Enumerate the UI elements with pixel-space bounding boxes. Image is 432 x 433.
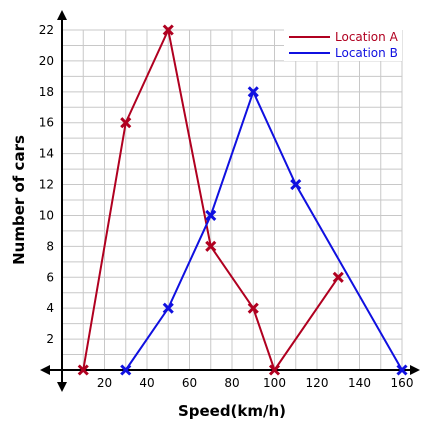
legend-label: Location A — [335, 30, 399, 44]
tick-labels: 20 40 60 80 100 120 140 160 2 4 6 8 10 12 14 16 18 20 22 — [39, 23, 414, 390]
marker-stroke — [247, 302, 259, 314]
marker-stroke — [120, 117, 132, 129]
data-point-marker — [162, 24, 174, 36]
series — [77, 24, 408, 376]
data-point-marker — [77, 364, 89, 376]
y-tick-label: 14 — [39, 147, 54, 161]
y-tick-label: 12 — [39, 178, 54, 192]
data-point-marker — [290, 178, 302, 191]
axes — [40, 10, 420, 392]
data-point-marker — [268, 364, 281, 376]
marker-stroke — [205, 209, 217, 222]
legend-label: Location B — [335, 46, 398, 60]
y-tick-label: 18 — [39, 85, 54, 99]
x-tick-label: 140 — [348, 376, 371, 390]
y-tick-label: 22 — [39, 23, 54, 37]
x-tick-label: 100 — [263, 376, 286, 390]
y-tick-label: 6 — [46, 270, 54, 284]
data-point-marker — [205, 209, 217, 222]
x-axis-arrow-right — [410, 365, 420, 375]
y-axis-arrow-up — [57, 10, 67, 20]
y-tick-label: 8 — [46, 239, 54, 253]
y-tick-label: 10 — [39, 208, 54, 222]
marker-stroke — [162, 302, 174, 314]
legend: Location A Location B — [284, 27, 402, 61]
data-point-marker — [396, 364, 408, 376]
data-point-marker — [120, 364, 132, 376]
x-tick-label: 60 — [182, 376, 197, 390]
data-point-marker — [120, 117, 132, 129]
data-point-marker — [247, 86, 259, 98]
y-tick-label: 2 — [46, 332, 54, 346]
legend-background — [284, 27, 402, 61]
x-axis-title: Speed(km/h) — [178, 402, 286, 420]
marker-stroke — [268, 364, 281, 376]
marker-stroke — [162, 24, 174, 36]
x-tick-label: 40 — [139, 376, 154, 390]
y-axis-arrow-down — [57, 382, 67, 392]
x-axis-arrow-left — [40, 365, 50, 375]
marker-stroke — [120, 364, 132, 376]
y-tick-label: 4 — [46, 301, 54, 315]
marker-stroke — [77, 364, 89, 376]
data-point-marker — [162, 302, 174, 314]
x-tick-label: 80 — [224, 376, 239, 390]
marker-stroke — [205, 240, 217, 252]
data-point-marker — [332, 271, 344, 283]
x-tick-label: 160 — [391, 376, 414, 390]
marker-stroke — [247, 86, 259, 98]
marker-stroke — [290, 178, 302, 191]
marker-stroke — [332, 271, 344, 283]
x-tick-label: 120 — [306, 376, 329, 390]
y-tick-label: 20 — [39, 54, 54, 68]
y-axis-title: Number of cars — [10, 135, 28, 265]
series-line — [124, 89, 403, 371]
data-point-marker — [205, 240, 217, 252]
y-tick-label: 16 — [39, 116, 54, 130]
data-point-marker — [247, 302, 259, 314]
marker-stroke — [396, 364, 408, 376]
x-tick-label: 20 — [97, 376, 112, 390]
